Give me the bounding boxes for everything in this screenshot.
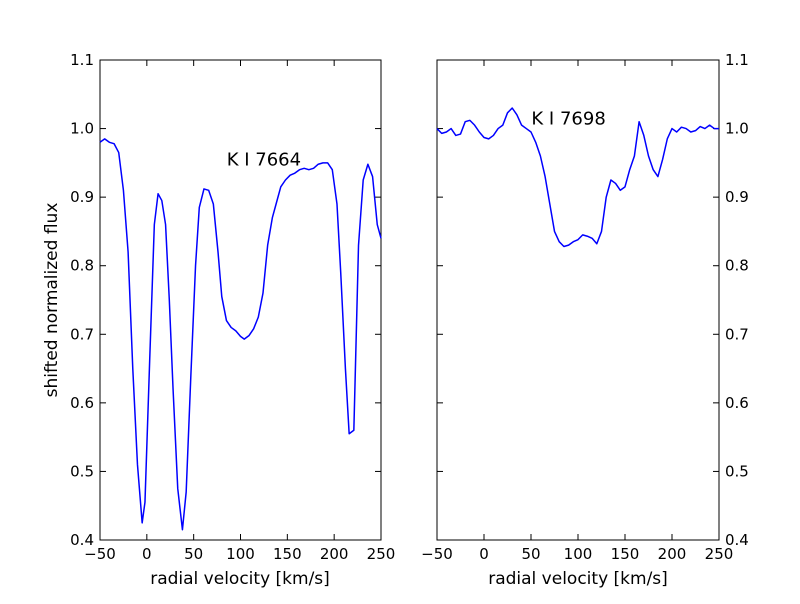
y-tick-label: 0.7 bbox=[70, 325, 94, 343]
x-tick-label: 200 bbox=[658, 545, 687, 563]
y-tick-label: 0.9 bbox=[725, 188, 749, 206]
y-axis-label: shifted normalized flux bbox=[42, 203, 62, 398]
y-tick-label: 1.1 bbox=[70, 51, 94, 69]
y-tick-labels: 0.4 0.5 0.6 0.7 0.8 0.9 1.0 1.1 bbox=[725, 51, 749, 549]
y-tick-label: 0.4 bbox=[725, 531, 749, 549]
x-tick-label: 150 bbox=[273, 545, 302, 563]
y-tick-label: 0.5 bbox=[70, 462, 94, 480]
x-axis-label: radial velocity [km/s] bbox=[488, 569, 668, 589]
x-tick-label: 200 bbox=[320, 545, 349, 563]
chart-panel-k-i-7664: −50 0 50 100 150 200 250 0.4 0.5 0.6 0.7 0.8 0.9 1.0… bbox=[42, 51, 395, 589]
x-tick-label: 250 bbox=[705, 545, 734, 563]
x-tick-label: 50 bbox=[184, 545, 203, 563]
y-tick-label: 0.7 bbox=[725, 325, 749, 343]
y-tick-label: 0.4 bbox=[70, 531, 94, 549]
x-tick-label: −50 bbox=[421, 545, 453, 563]
x-tick-label: 100 bbox=[564, 545, 593, 563]
x-tick-label: 250 bbox=[367, 545, 396, 563]
series-line bbox=[436, 107, 719, 248]
x-tick-labels: −50 0 50 100 150 200 250 bbox=[421, 545, 733, 563]
x-tick-label: 0 bbox=[479, 545, 489, 563]
y-tick-label: 0.8 bbox=[725, 257, 749, 275]
x-tick-labels: −50 0 50 100 150 200 250 bbox=[84, 545, 395, 563]
y-tick-label: 0.9 bbox=[70, 188, 94, 206]
line-label-k-i-7698: K I 7698 bbox=[531, 108, 605, 129]
y-tick-label: 1.1 bbox=[725, 51, 749, 69]
y-tick-label: 0.5 bbox=[725, 462, 749, 480]
x-tick-label: 100 bbox=[226, 545, 255, 563]
x-tick-label: −50 bbox=[84, 545, 116, 563]
x-tick-label: 50 bbox=[521, 545, 540, 563]
y-tick-label: 1.0 bbox=[725, 120, 749, 138]
y-tick-label: 1.0 bbox=[70, 120, 94, 138]
series-line bbox=[99, 138, 382, 531]
x-tick-label: 0 bbox=[142, 545, 152, 563]
y-tick-label: 0.6 bbox=[70, 394, 94, 412]
y-tick-label: 0.8 bbox=[70, 257, 94, 275]
x-tick-label: 150 bbox=[611, 545, 640, 563]
y-tick-labels: 0.4 0.5 0.6 0.7 0.8 0.9 1.0 1.1 bbox=[70, 51, 94, 549]
chart-panel-k-i-7698: −50 0 50 100 150 200 250 0.4 0.5 0.6 0.7 0.8 0.9 1.0… bbox=[421, 51, 749, 589]
x-axis-label: radial velocity [km/s] bbox=[150, 569, 330, 589]
line-label-k-i-7664: K I 7664 bbox=[227, 149, 301, 170]
tick-marks bbox=[99, 59, 382, 541]
tick-marks bbox=[436, 59, 720, 541]
y-tick-label: 0.6 bbox=[725, 394, 749, 412]
